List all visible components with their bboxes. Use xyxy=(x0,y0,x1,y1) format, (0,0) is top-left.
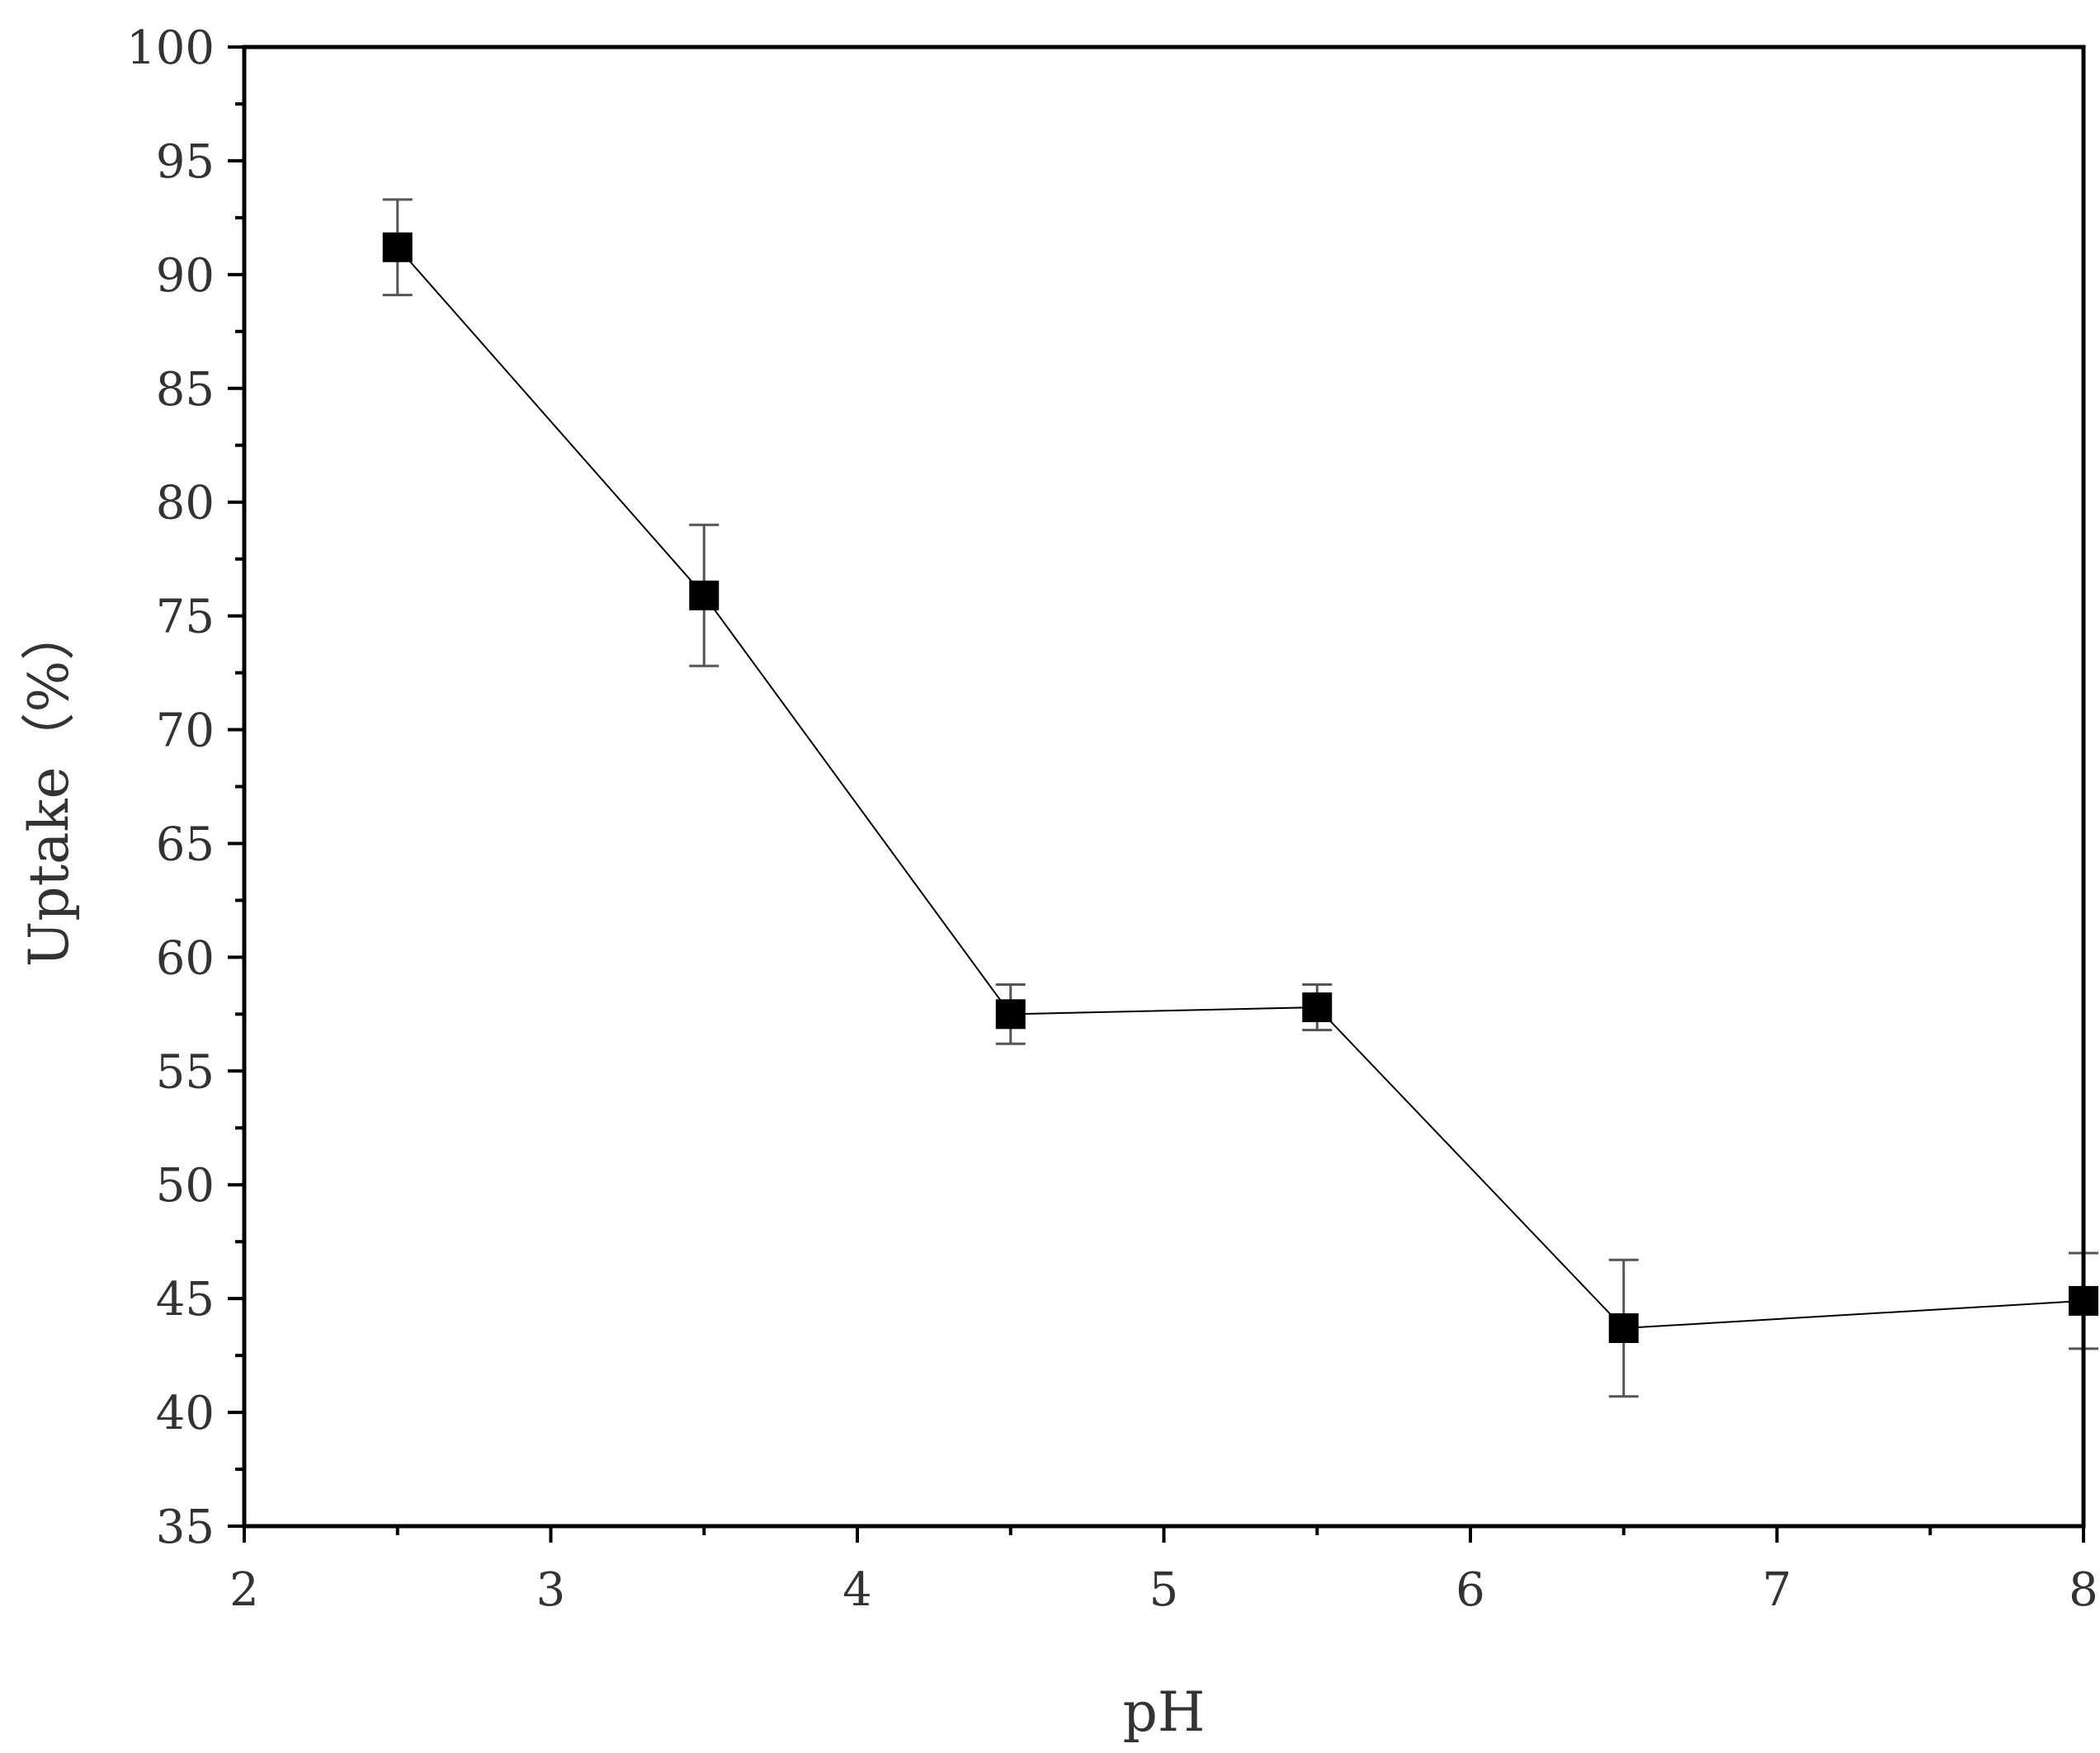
y-tick-label: 45 xyxy=(156,1273,215,1327)
y-tick-label: 65 xyxy=(156,818,215,871)
plot-frame xyxy=(242,45,2086,1529)
data-point xyxy=(689,580,720,610)
y-tick-label: 60 xyxy=(156,931,215,985)
data-point xyxy=(382,232,413,262)
series-line xyxy=(396,247,2084,1330)
series-lines xyxy=(396,247,2084,1330)
data-markers xyxy=(382,232,2098,1344)
x-tick-label: 4 xyxy=(842,1563,872,1617)
data-point xyxy=(1608,1313,1639,1344)
data-point xyxy=(995,999,1026,1030)
y-tick-label: 90 xyxy=(156,249,215,303)
x-tick-label: 7 xyxy=(1763,1563,1792,1617)
x-tick-label: 3 xyxy=(536,1563,566,1617)
y-tick-label: 35 xyxy=(156,1501,215,1554)
y-tick-label: 95 xyxy=(156,135,215,189)
y-tick-label: 55 xyxy=(156,1045,215,1099)
y-tick-label: 50 xyxy=(156,1159,215,1213)
y-tick-label: 70 xyxy=(156,704,215,758)
x-axis-title: pH xyxy=(1123,1680,1206,1744)
x-tick-label: 8 xyxy=(2069,1563,2098,1617)
y-tick-label: 100 xyxy=(126,21,215,75)
data-point xyxy=(1302,992,1333,1023)
x-tick-label: 2 xyxy=(229,1563,259,1617)
y-tick-label: 75 xyxy=(156,591,215,644)
y-tick-label: 85 xyxy=(156,363,215,417)
x-tick-label: 6 xyxy=(1456,1563,1485,1617)
y-tick-label: 80 xyxy=(156,477,215,530)
error-bars xyxy=(382,198,2098,1398)
y-axis-title: Uptake（%） xyxy=(17,606,81,968)
x-tick-label: 5 xyxy=(1149,1563,1179,1617)
y-tick-label: 40 xyxy=(156,1387,215,1440)
axis-ticks xyxy=(228,45,2085,1543)
